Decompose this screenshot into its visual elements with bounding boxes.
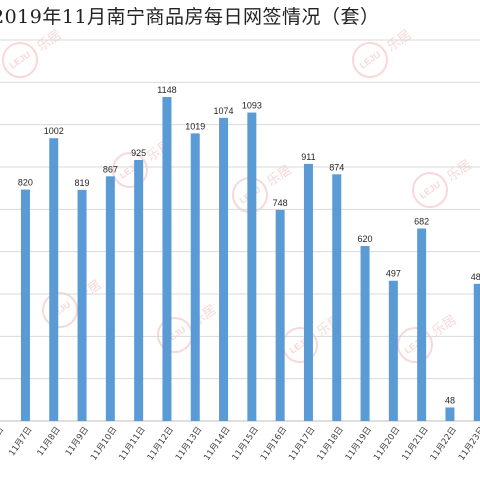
- bar: [417, 228, 427, 421]
- data-label: 867: [103, 164, 118, 174]
- x-tick-label: 11月13日: [174, 425, 204, 462]
- bar: [105, 176, 115, 421]
- x-tick-label: 11月18日: [315, 425, 345, 462]
- x-tick-label: 11月21日: [400, 425, 430, 462]
- data-label: 1148: [157, 85, 176, 95]
- bar: [162, 97, 172, 422]
- svg-text:LEJU: LEJU: [418, 179, 443, 200]
- data-label: 911: [301, 152, 315, 162]
- x-tick-labels: 11月6日 11月7日 11月8日 11月9日11月10日11月11日11月12日11…: [0, 425, 480, 462]
- bar: [134, 159, 144, 421]
- bars: [20, 97, 480, 422]
- bar: [473, 283, 480, 421]
- bar: [77, 189, 87, 421]
- x-tick-label: 11月23日: [457, 425, 480, 462]
- x-tick-label: 11月19日: [344, 425, 374, 462]
- bar: [360, 246, 370, 421]
- x-tick-label: 11月16日: [259, 425, 289, 462]
- data-label: 497: [386, 269, 401, 279]
- bar: [445, 407, 455, 421]
- bar: [275, 209, 285, 421]
- x-tick-label: 11月12日: [146, 425, 176, 462]
- data-label: 1002: [44, 126, 64, 136]
- svg-text:LEJU: LEJU: [358, 49, 383, 70]
- x-tick-label: 11月14日: [202, 425, 232, 462]
- data-label: 748: [273, 198, 288, 208]
- data-label: 1074: [214, 106, 234, 116]
- watermark-layer: LEJU乐居LEJU乐居LEJU乐居LEJU乐居LEJU乐居LEJU乐居LEJU…: [2, 28, 475, 363]
- bar: [190, 133, 200, 421]
- bar: [303, 163, 313, 421]
- x-tick-label: 11月7日: [7, 425, 34, 458]
- data-label: 620: [358, 234, 373, 244]
- bar: [219, 117, 229, 421]
- svg-text:乐居: 乐居: [35, 28, 65, 55]
- x-tick-label: 11月17日: [287, 425, 317, 462]
- data-label: 820: [18, 178, 33, 188]
- data-label: 1019: [185, 121, 205, 131]
- data-label: 874: [329, 162, 344, 172]
- data-label: 1093: [242, 101, 262, 111]
- data-label: 819: [75, 178, 90, 188]
- x-tick-label: 11月6日: [0, 425, 6, 458]
- bar: [49, 138, 59, 422]
- x-tick-label: 11月8日: [36, 425, 63, 458]
- x-tick-label: 11月15日: [231, 425, 261, 462]
- bar: [388, 280, 398, 421]
- gridlines: [0, 39, 480, 422]
- data-label: 925: [131, 148, 146, 158]
- bar: [332, 174, 342, 421]
- data-label: 48: [445, 395, 455, 405]
- svg-text:乐居: 乐居: [430, 313, 460, 340]
- x-tick-label: 11月11日: [117, 425, 147, 462]
- data-label: 682: [414, 217, 429, 227]
- x-tick-label: 11月22日: [429, 425, 459, 462]
- x-tick-label: 11月20日: [372, 425, 402, 462]
- bar: [247, 112, 257, 421]
- data-labels: 820 1002 819 867 925 1148 1019 1074 1093 748 911 87…: [18, 85, 480, 405]
- chart-title: 2019年11月南宁商品房每日网签情况（套）: [0, 6, 380, 28]
- bar: [20, 189, 30, 421]
- svg-text:乐居: 乐居: [445, 158, 475, 185]
- x-tick-label: 11月9日: [64, 425, 91, 458]
- x-tick-label: 11月10日: [89, 425, 119, 462]
- svg-text:乐居: 乐居: [385, 28, 415, 55]
- data-label: 486: [471, 272, 480, 282]
- svg-text:LEJU: LEJU: [8, 49, 33, 70]
